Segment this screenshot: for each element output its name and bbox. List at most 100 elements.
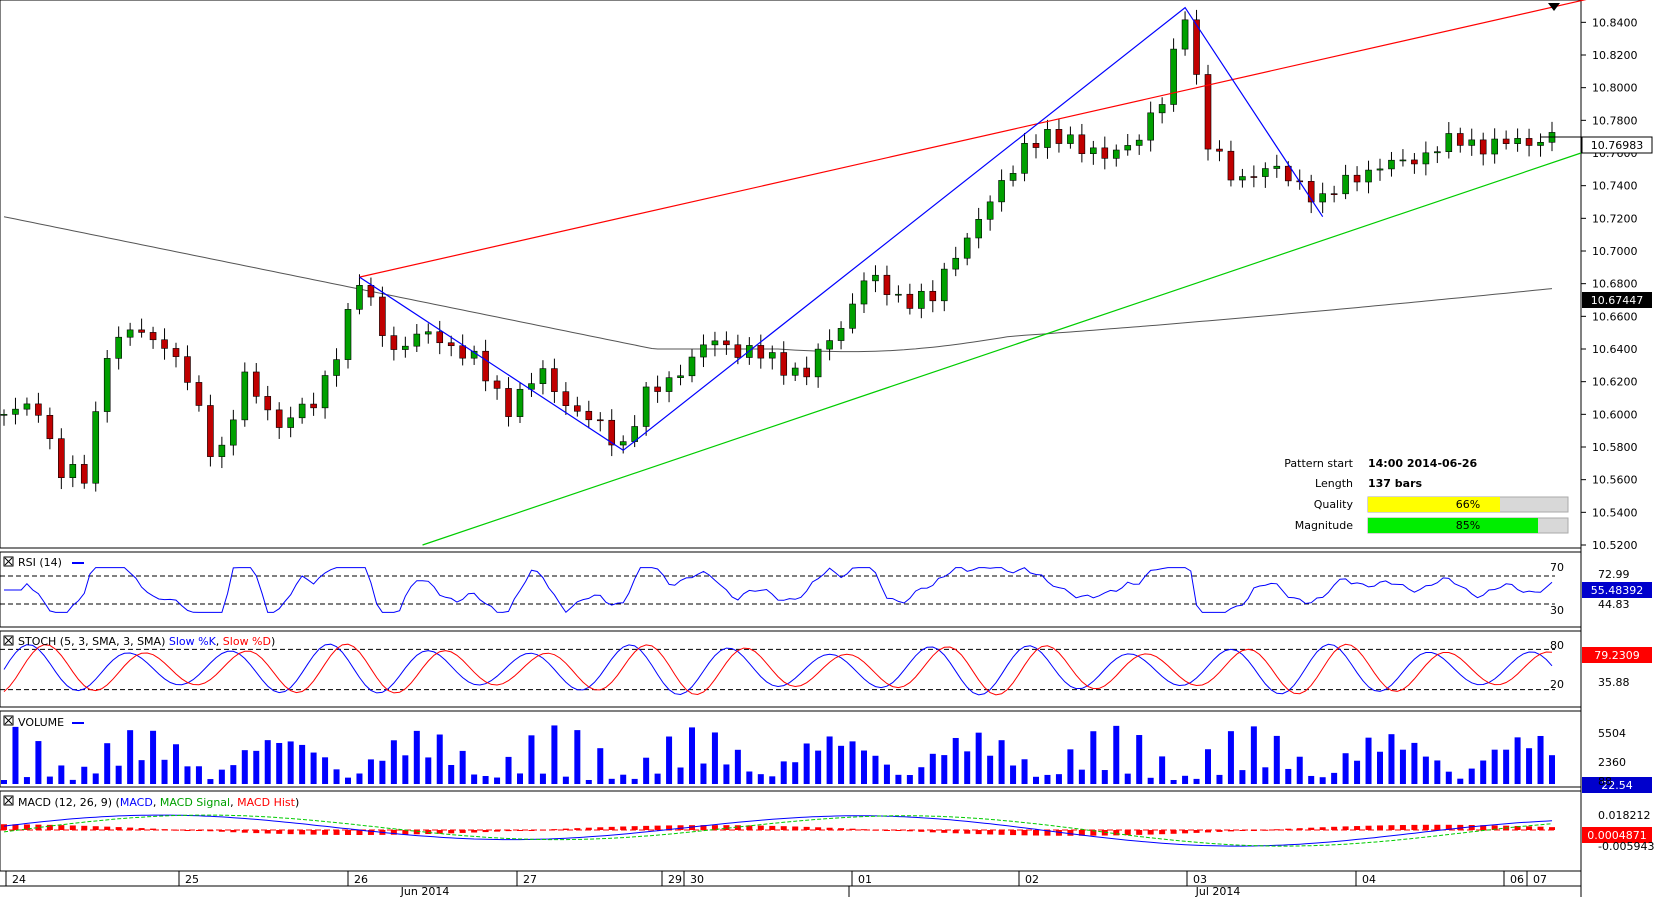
candle-body [688,356,696,377]
candle-body [1055,129,1063,144]
macd-hist-bar [929,830,936,833]
macd-line [3,814,1553,847]
volume-bar [195,766,202,784]
candle-body [138,329,145,333]
stoch-close-paren: ) [271,635,275,648]
macd-hist-bar [1055,830,1062,836]
candle-body [562,391,570,406]
macd-hist-bar [1308,827,1315,830]
candle [367,277,375,306]
candle [459,334,466,366]
candle-body [723,340,730,346]
candle [390,326,398,361]
pattern-length-label: Length [1315,477,1353,490]
macd-hist-bar [574,828,581,830]
volume-bar [769,776,776,784]
candle [161,328,168,360]
candle [58,428,65,490]
macd-hist-bar [23,824,30,830]
price-axis-label: 10.5800 [1592,441,1638,454]
candle-body [1101,147,1109,159]
macd-hist-bar [780,826,787,830]
volume-bar [1010,765,1017,784]
candle-body [711,340,719,346]
volume-bar [1136,735,1143,784]
candle-body [1009,173,1017,181]
macd-hist-bar [895,830,902,831]
macd-hist-bar [92,826,99,830]
candle [803,356,810,386]
candle-body [1216,148,1223,152]
time-axis-day-label: 02 [1025,873,1039,886]
scroll-marker-icon[interactable] [1548,3,1560,11]
volume-bar [620,774,627,784]
volume-bar [448,764,455,784]
candle-body [1330,193,1338,195]
macd-hist-bar [1365,825,1372,830]
price-axis-label: 10.7400 [1592,180,1638,193]
macd-hist-bar [81,825,88,830]
candle [264,385,272,421]
volume-bar [1342,753,1349,784]
macd-hist-bar [1136,830,1143,835]
pattern-start-label: Pattern start [1284,457,1353,470]
candle [1273,154,1281,178]
macd-hist-bar [1319,827,1326,830]
volume-bar [964,751,971,784]
macd-hist-bar [1537,826,1544,830]
volume-bar [1090,731,1097,784]
macd-hist-bar [643,825,650,830]
candle [940,262,948,312]
macd-hist-bar [173,829,179,831]
candle-body [402,345,409,350]
volume-bar [883,764,890,784]
candle [1147,101,1154,152]
candle-body [585,410,593,421]
volume-bar [746,771,753,784]
candle-body [1158,104,1166,114]
candle-body [505,388,512,417]
candle-body [654,386,661,392]
volume-bar [92,773,99,784]
volume-bar [35,741,42,784]
candle-body [310,403,317,409]
macd-hist-bar [1147,830,1154,835]
candle [1514,128,1521,152]
rsi-level-70: 70 [1550,561,1564,574]
candle [860,272,868,314]
candle-body [1227,150,1235,181]
candle-body [642,386,650,427]
macd-hist-bar [494,830,501,832]
macd-line-label: MACD [120,796,153,809]
candle [1456,127,1464,153]
rsi-value-tag: 55.48392 [1582,582,1652,598]
volume-bar [803,743,810,784]
macd-hist-bar [539,829,546,831]
volume-axis-low: 88 [1598,775,1612,788]
candle-body [1067,134,1074,144]
candle [356,274,363,315]
macd-hist-bar [46,824,53,830]
candle-body [1479,139,1487,155]
candle-body [1250,176,1258,178]
macd-hist-bar [322,830,329,835]
candle-body [172,348,180,357]
volume-bar [597,748,604,784]
candle-body [539,368,547,384]
candle-body [218,444,226,457]
macd-signal-line [3,814,1553,847]
candle-body [447,342,455,347]
volume-bar [780,761,787,784]
volume-bar [1308,775,1315,784]
candle [700,334,707,368]
candle-body [906,293,914,309]
candle-body [1112,149,1120,159]
candle-body [1021,143,1028,174]
macd-hist-bar [1526,826,1533,830]
candle-body [516,388,524,417]
candle-body [252,371,260,397]
volume-bar [952,737,959,784]
candle-body [608,419,616,446]
